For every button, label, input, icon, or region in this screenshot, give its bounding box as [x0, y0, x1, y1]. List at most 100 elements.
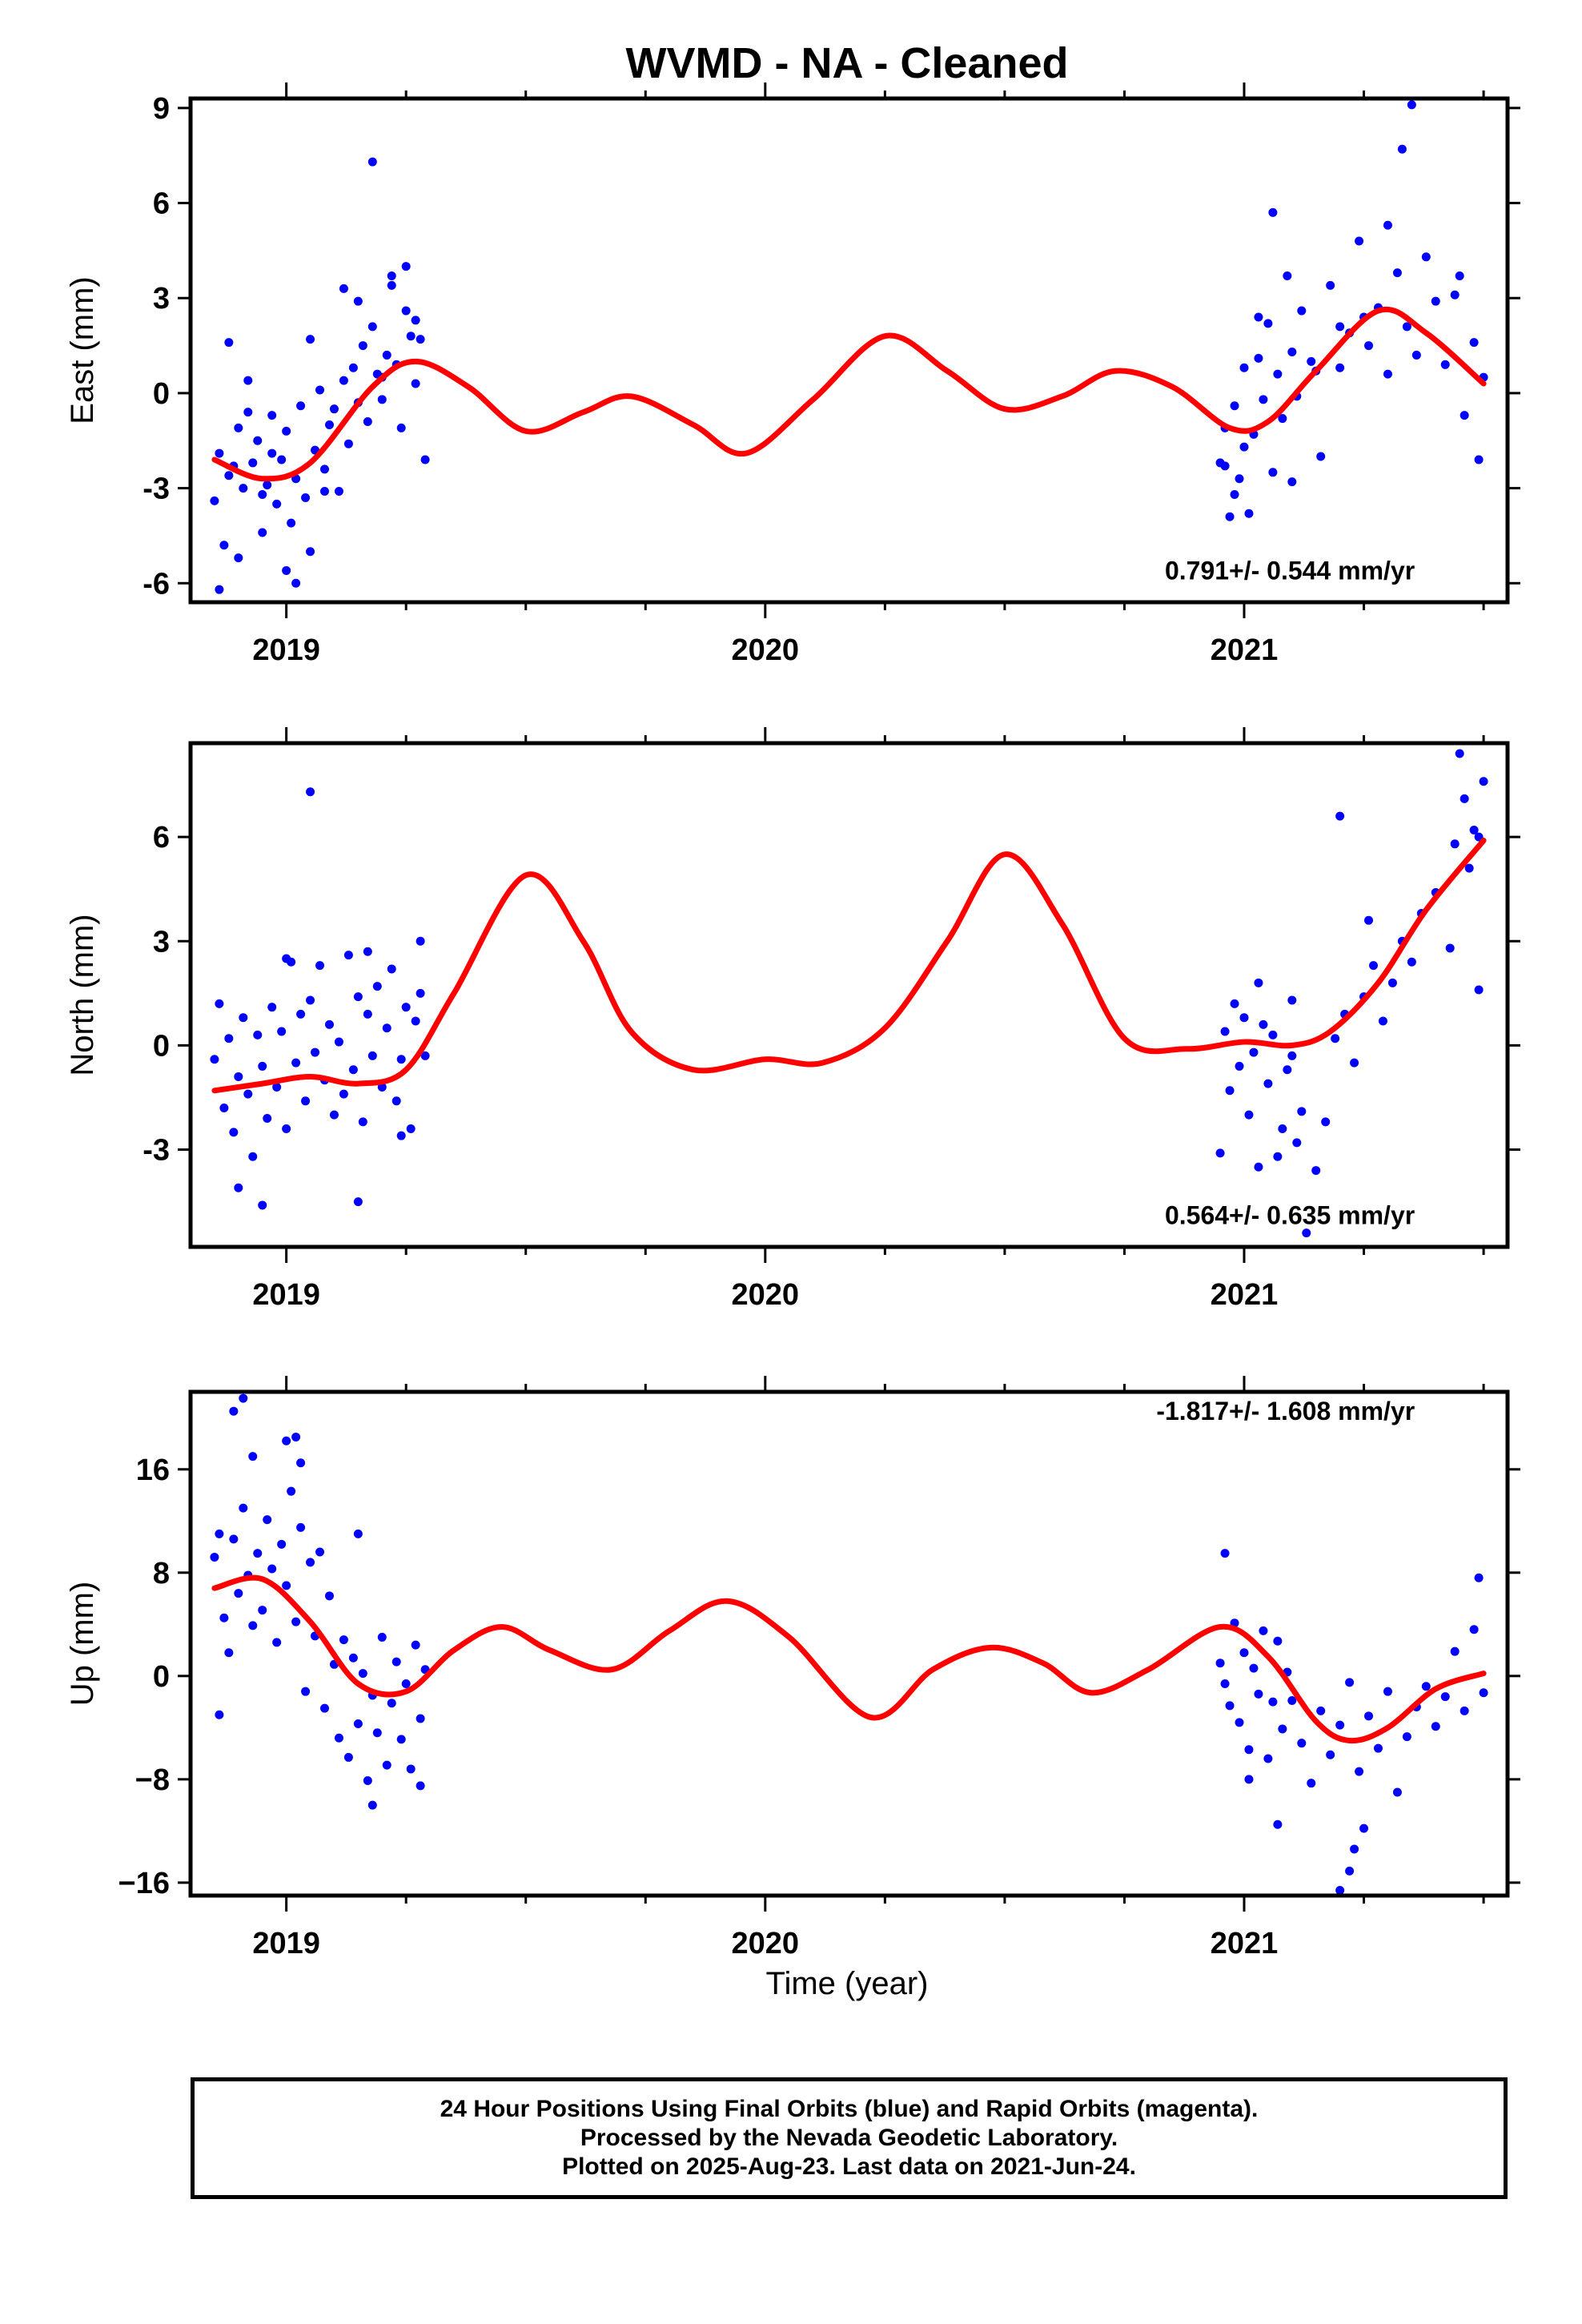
y-tick-label: −8 [135, 1763, 170, 1797]
data-point [229, 1406, 239, 1416]
data-point [339, 376, 348, 385]
data-point [1335, 363, 1345, 372]
data-point [411, 316, 420, 325]
data-point [215, 448, 224, 458]
data-point [416, 1714, 425, 1723]
data-point [1268, 468, 1278, 477]
data-point [291, 578, 301, 588]
data-point [277, 1539, 287, 1549]
data-point [343, 1752, 353, 1762]
data-point [391, 1657, 401, 1667]
data-point [348, 1065, 358, 1075]
data-point [267, 1564, 277, 1574]
data-point [416, 936, 425, 946]
data-point [1287, 347, 1297, 356]
data-point [353, 1197, 363, 1207]
y-axis-label: North (mm) [65, 914, 100, 1076]
footer-box: 24 Hour Positions Using Final Orbits (bl… [191, 2077, 1508, 2199]
data-point [1411, 350, 1421, 360]
data-point [1469, 338, 1479, 348]
data-point [224, 1034, 234, 1043]
data-point [1378, 1016, 1387, 1026]
data-point [248, 1152, 258, 1161]
data-point [367, 157, 377, 167]
data-point [248, 1621, 258, 1630]
data-point [406, 1124, 416, 1134]
data-point [1220, 461, 1230, 471]
data-point [1402, 322, 1411, 332]
data-point [1307, 1779, 1316, 1788]
data-point [329, 404, 339, 414]
data-point [253, 1549, 263, 1558]
data-point [1316, 452, 1326, 461]
data-point [1297, 1107, 1307, 1116]
data-point [358, 1117, 367, 1127]
data-point [1263, 1079, 1273, 1088]
data-point [1235, 474, 1244, 484]
data-point [1249, 1663, 1259, 1673]
y-tick-label: 6 [153, 821, 170, 854]
data-point [1278, 414, 1287, 424]
data-point [1350, 1844, 1359, 1854]
data-point [1230, 999, 1239, 1008]
data-point [1287, 1051, 1297, 1060]
data-point [210, 496, 219, 505]
data-point [287, 1486, 296, 1496]
data-point [1220, 1679, 1230, 1688]
x-tick-label: 2020 [732, 1278, 800, 1312]
data-point [324, 1019, 334, 1029]
data-point [301, 1687, 311, 1696]
data-point [1392, 268, 1402, 278]
data-point [420, 1051, 430, 1060]
data-point [343, 439, 353, 448]
data-point [1287, 1695, 1297, 1705]
data-point [367, 1051, 377, 1060]
data-point [348, 363, 358, 372]
data-point [1268, 207, 1278, 217]
data-point [234, 1183, 243, 1192]
data-point [1345, 1866, 1355, 1876]
data-point [1479, 1688, 1488, 1698]
data-point [315, 961, 325, 971]
data-point [1235, 1061, 1244, 1071]
footer-line-1: 24 Hour Positions Using Final Orbits (bl… [440, 2096, 1259, 2122]
data-point [311, 1047, 320, 1057]
data-point [1244, 1745, 1254, 1755]
data-point [296, 1458, 306, 1468]
data-point [229, 1534, 239, 1544]
data-point [1259, 1626, 1268, 1635]
data-point [229, 1128, 239, 1137]
x-tick-label: 2021 [1211, 633, 1279, 667]
data-point [219, 1613, 229, 1622]
data-point [296, 1009, 306, 1019]
data-point [296, 401, 306, 411]
data-point [306, 335, 315, 344]
data-point [1254, 978, 1263, 987]
footer-line-2: Processed by the Nevada Geodetic Laborat… [580, 2125, 1118, 2151]
data-point [248, 1452, 258, 1462]
data-point [339, 283, 348, 293]
data-point [219, 1103, 229, 1112]
data-point [334, 1037, 343, 1047]
plot-area [210, 749, 1488, 1238]
data-point [282, 1581, 291, 1590]
data-point [1335, 1886, 1345, 1896]
data-point [1220, 1549, 1230, 1558]
data-point [416, 1781, 425, 1791]
data-point [401, 306, 411, 316]
data-point [1259, 395, 1268, 404]
data-point [1302, 1228, 1311, 1238]
y-tick-label: 0 [153, 377, 170, 411]
data-point [1431, 1722, 1440, 1731]
data-point [1455, 749, 1464, 758]
data-point [282, 1124, 291, 1134]
data-point [282, 954, 291, 963]
data-point [1307, 356, 1316, 366]
data-point [391, 1096, 401, 1106]
data-point [306, 995, 315, 1005]
data-point [1239, 363, 1249, 372]
data-point [1350, 1058, 1359, 1068]
data-point [306, 1558, 315, 1567]
data-point [396, 1735, 406, 1744]
data-point [1460, 411, 1469, 420]
